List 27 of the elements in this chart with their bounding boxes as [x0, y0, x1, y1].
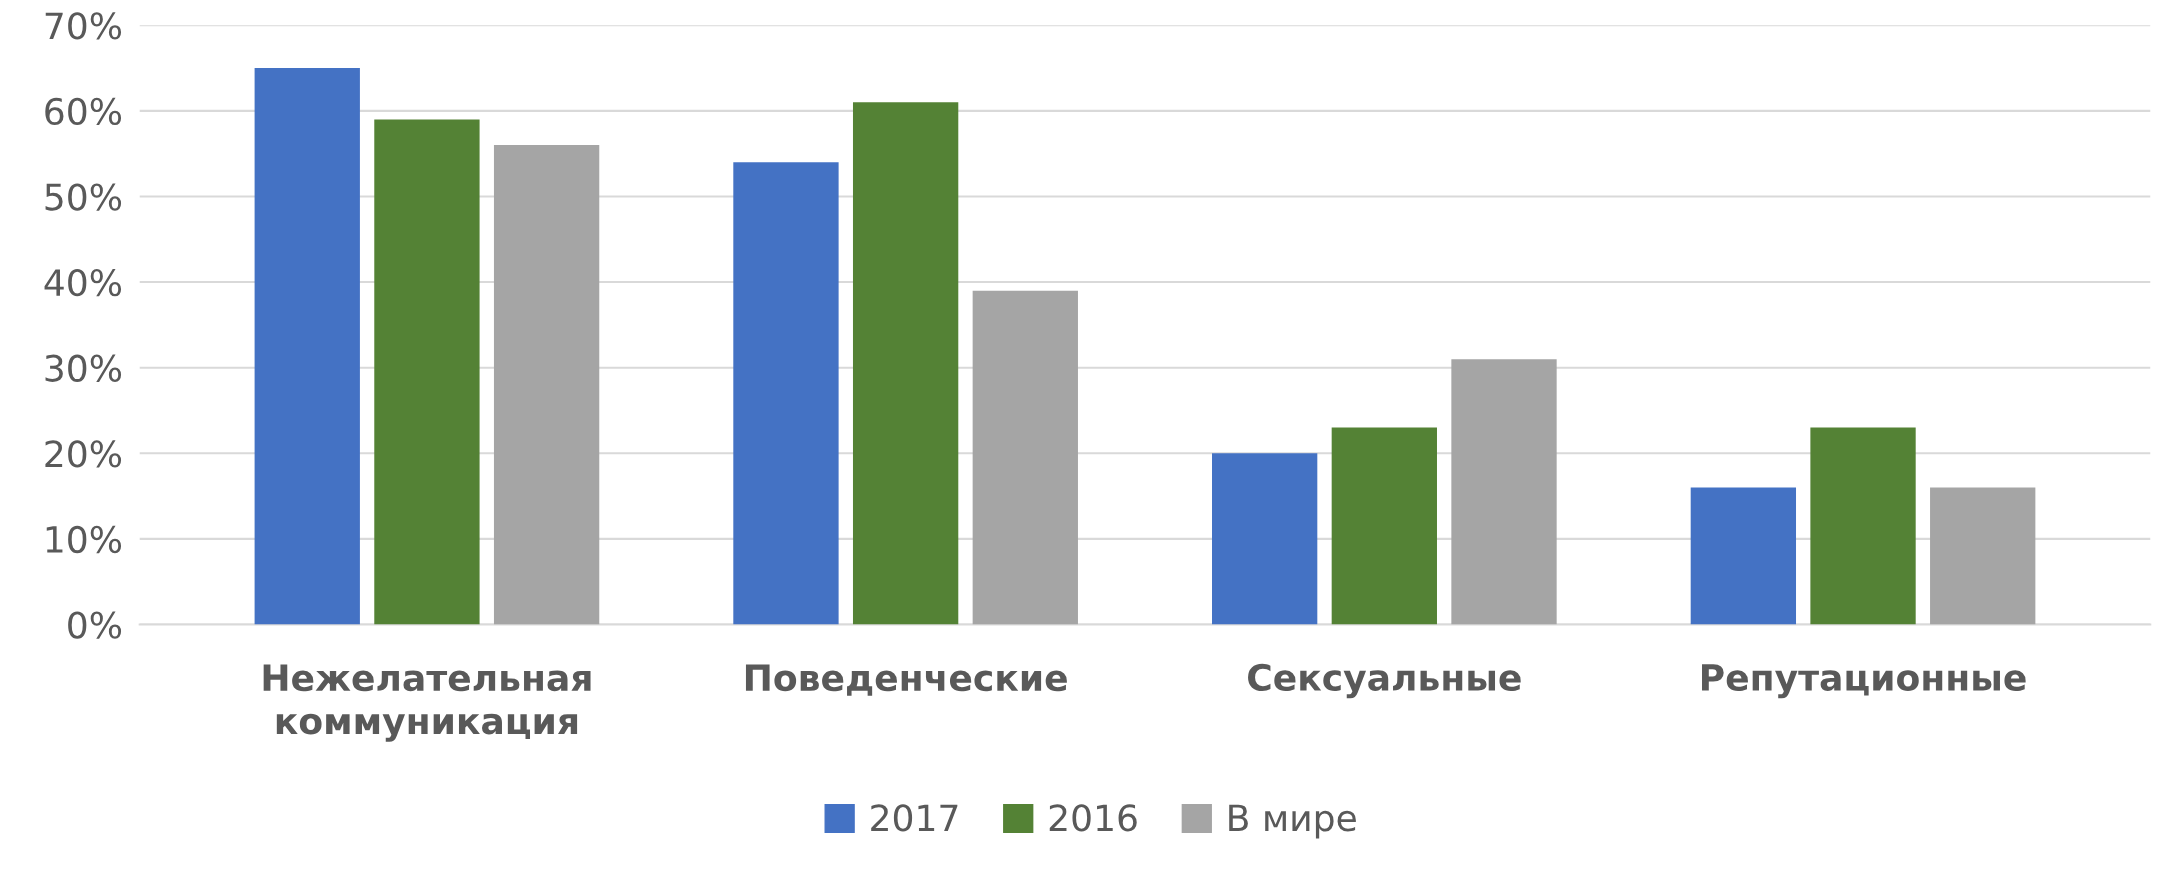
y-tick-label: 10% [46, 525, 122, 554]
y-tick-label: 30% [45, 354, 122, 382]
y-tick-label: 60% [45, 97, 122, 126]
y-tick-label: 50% [45, 183, 122, 211]
y-tick-label: 0% [68, 611, 122, 639]
bar [733, 162, 839, 625]
bar [1690, 487, 1797, 625]
bar [493, 145, 600, 625]
y-tick-label: 20% [45, 440, 122, 468]
bar [374, 119, 480, 625]
bar [972, 290, 1078, 625]
x-tick-label: Нежелательная коммуникация [263, 664, 591, 742]
x-tick-label: Репутационные [1702, 664, 2026, 699]
y-tick-label: 70% [45, 12, 122, 40]
legend-label: 2017 [871, 804, 958, 832]
bar [1331, 427, 1437, 625]
bar [852, 102, 959, 625]
x-tick-label: Поведенческие [745, 664, 1067, 696]
legend-label: 2016 [1049, 804, 1137, 832]
bar [1810, 427, 1916, 625]
legend-label: В мире [1229, 804, 1356, 839]
bar [1212, 453, 1318, 625]
y-tick-label: 40% [44, 269, 122, 297]
bar [254, 68, 360, 625]
bar [1930, 487, 2036, 625]
x-tick-label: Сексуальные [1248, 663, 1521, 699]
bar [1451, 359, 1557, 625]
